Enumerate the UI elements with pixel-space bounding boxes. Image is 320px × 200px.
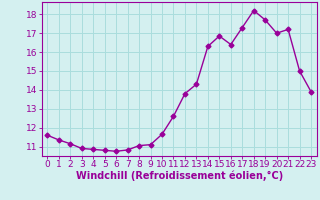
X-axis label: Windchill (Refroidissement éolien,°C): Windchill (Refroidissement éolien,°C)	[76, 171, 283, 181]
